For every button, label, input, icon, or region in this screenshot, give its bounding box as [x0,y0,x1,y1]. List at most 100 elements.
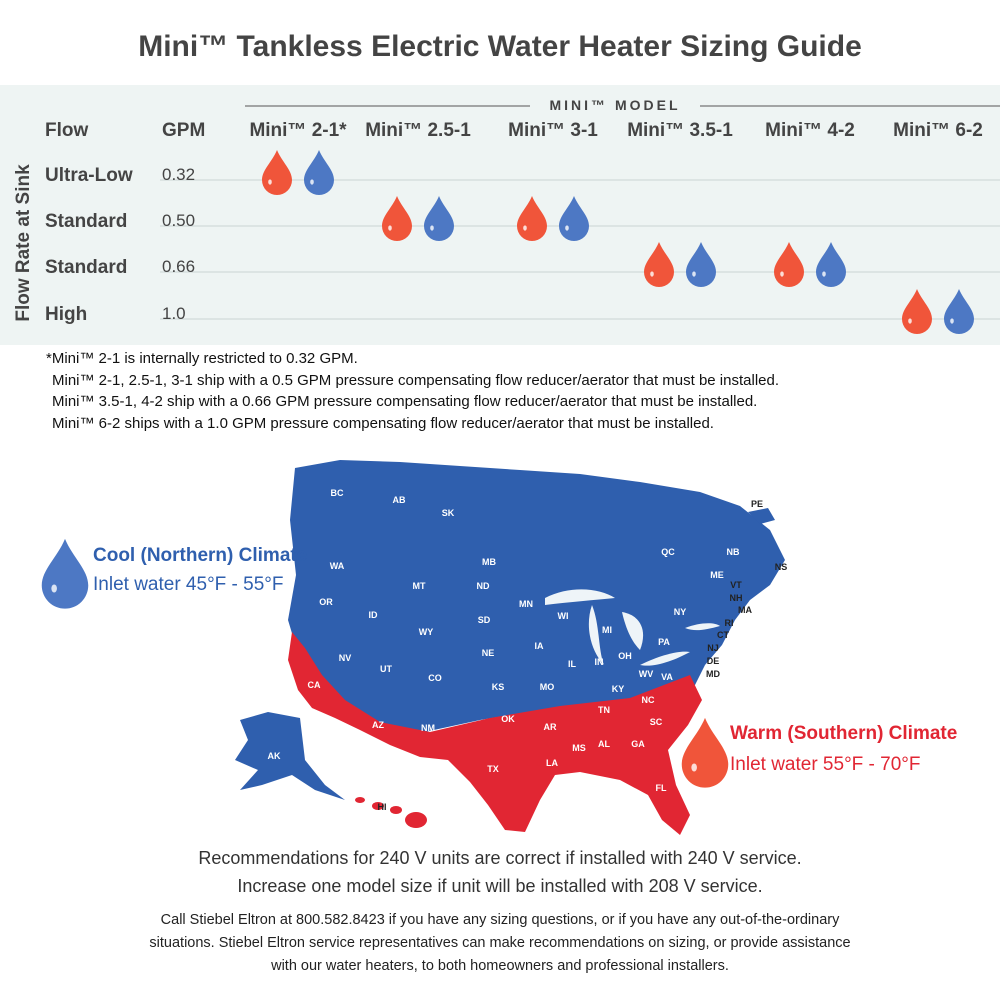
region-label: TN [598,705,610,715]
region-label: DE [706,656,720,666]
contact-line: Call Stiebel Eltron at 800.582.8423 if y… [160,912,840,928]
region-label: NS [774,562,788,572]
drop-highlight [950,318,954,324]
warm-text: Inlet water 55°F - 70°F [730,754,921,775]
contact-line: with our water heaters, to both homeowne… [271,958,729,974]
region-label: AB [392,495,406,505]
cool-text: Inlet water 45°F - 55°F [93,574,284,595]
map [235,460,785,835]
drop-highlight [908,318,912,324]
region-label: WI [557,611,569,621]
column-header: GPM [162,120,206,141]
drop-highlight [822,271,826,277]
region-label: KS [491,682,505,692]
column-header: Mini™ 3-1 [508,120,598,141]
region-label: MN [519,599,533,609]
column-header: Mini™ 6-2 [893,120,983,141]
drop-highlight [388,225,392,231]
region-label: NY [673,607,687,617]
region-label: VA [661,672,673,682]
drop-highlight [650,271,654,277]
side-label: Flow Rate at Sink [13,164,34,322]
region-label: ND [476,581,490,591]
drop-highlight [780,271,784,277]
footnote: Mini™ 2-1, 2.5-1, 3-1 ship with a 0.5 GP… [52,371,780,389]
region-label: ID [368,610,378,620]
region-label: NH [729,593,743,603]
region-label: BC [330,488,344,498]
footnote: Mini™ 6-2 ships with a 1.0 GPM pressure … [52,414,714,432]
column-header: Mini™ 2-1* [249,120,347,141]
pei-island [748,508,775,524]
flow-cell: Ultra-Low [45,165,133,186]
region-label: MT [412,581,426,591]
flow-cell: Standard [45,257,128,278]
region-label: CO [428,673,442,683]
region-label: SD [477,615,491,625]
note-line: Recommendations for 240 V units are corr… [198,848,802,868]
region-label: ME [710,570,724,580]
water-drop [681,717,729,788]
region-label: AR [543,722,557,732]
region-label: WV [638,669,654,679]
region-label: AK [267,751,281,761]
group-header: MINI™ MODEL [549,97,681,113]
column-header: Flow [45,120,89,141]
column-header: Mini™ 4-2 [765,120,855,141]
hawaii [355,797,427,828]
region-label: IA [534,641,544,651]
table-background [0,85,1000,345]
gpm-cell: 0.66 [162,257,196,276]
region-label: MO [539,682,555,692]
region-label: NM [421,723,435,733]
alaska [235,712,345,800]
region-label: CT [717,630,729,640]
gpm-cell: 0.32 [162,165,196,184]
flow-cell: High [45,304,88,325]
gpm-cell: 1.0 [162,304,186,323]
gpm-cell: 0.50 [162,211,196,230]
drop-highlight [523,225,527,231]
region-label: KY [611,684,625,694]
page-title: Mini™ Tankless Electric Water Heater Siz… [138,30,862,63]
water-drop [41,538,89,609]
region-label: IL [568,659,576,669]
great-lakes [545,589,720,666]
region-label: GA [631,739,645,749]
region-label: TX [487,764,499,774]
region-label: SK [441,508,455,518]
northern-region [288,460,785,733]
region-label: LA [546,758,558,768]
region-label: MI [602,625,612,635]
region-label: PA [658,637,670,647]
region-label: NB [726,547,740,557]
region-label: SC [649,717,663,727]
region-label: FL [655,783,667,793]
region-label: IN [594,657,604,667]
region-label: AZ [372,720,384,730]
region-label: MD [706,669,720,679]
drop-highlight [430,225,434,231]
note-line: Increase one model size if unit will be … [237,876,763,896]
contact-line: situations. Stiebel Eltron service repre… [149,935,851,951]
column-header: Mini™ 2.5-1 [365,120,471,141]
region-label: NJ [707,643,719,653]
region-label: NE [481,648,495,658]
region-label: MA [738,605,752,615]
region-label: RI [724,618,734,628]
region-label: WY [418,627,434,637]
southern-region [288,632,702,835]
region-label: QC [661,547,675,557]
drop-highlight [51,584,57,593]
region-label: VT [730,580,742,590]
region-label: MS [572,743,586,753]
region-label: PE [750,499,763,509]
region-label: MB [482,557,496,567]
region-label: NC [641,695,655,705]
region-label: OK [501,714,515,724]
warm-title: Warm (Southern) Climate [730,723,958,744]
cool-title: Cool (Northern) Climate [93,545,308,566]
flow-cell: Standard [45,211,128,232]
